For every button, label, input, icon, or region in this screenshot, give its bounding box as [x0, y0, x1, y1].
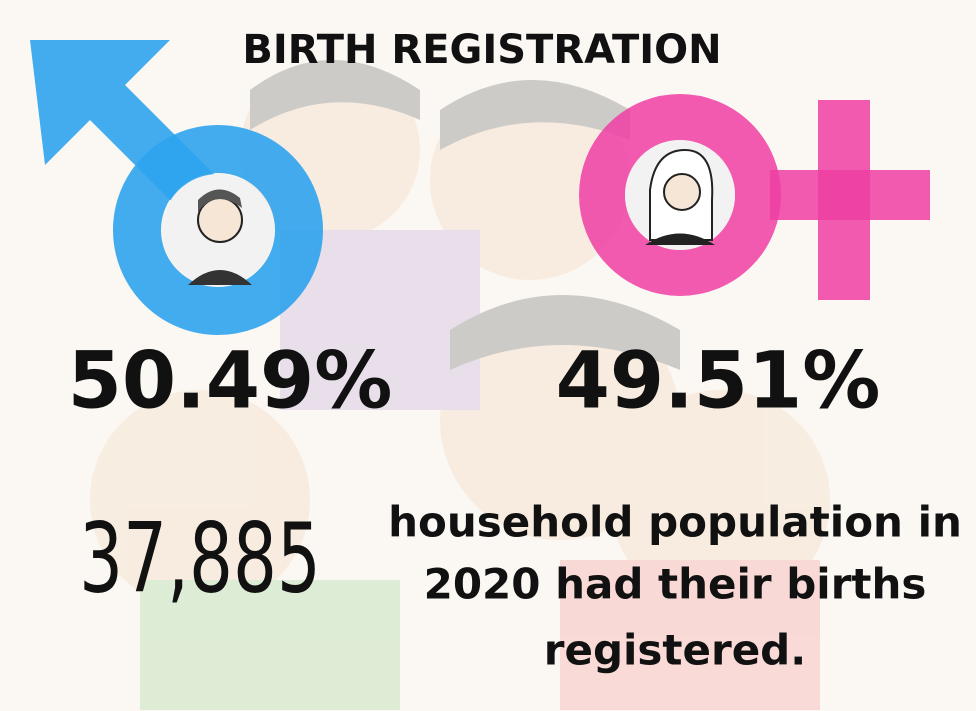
stat-text: registered. [544, 626, 806, 675]
title: BIRTH REGISTRATION [242, 27, 721, 73]
female-percent: 49.51% [556, 336, 881, 426]
female-symbol [579, 94, 930, 300]
stat-text: 2020 had their births [424, 560, 927, 609]
male-symbol [30, 40, 323, 335]
male-percent: 50.49% [68, 336, 393, 426]
stat-text: household population in [388, 498, 962, 547]
background-illustration [90, 60, 830, 710]
stat-number: 37,885 [79, 502, 321, 614]
